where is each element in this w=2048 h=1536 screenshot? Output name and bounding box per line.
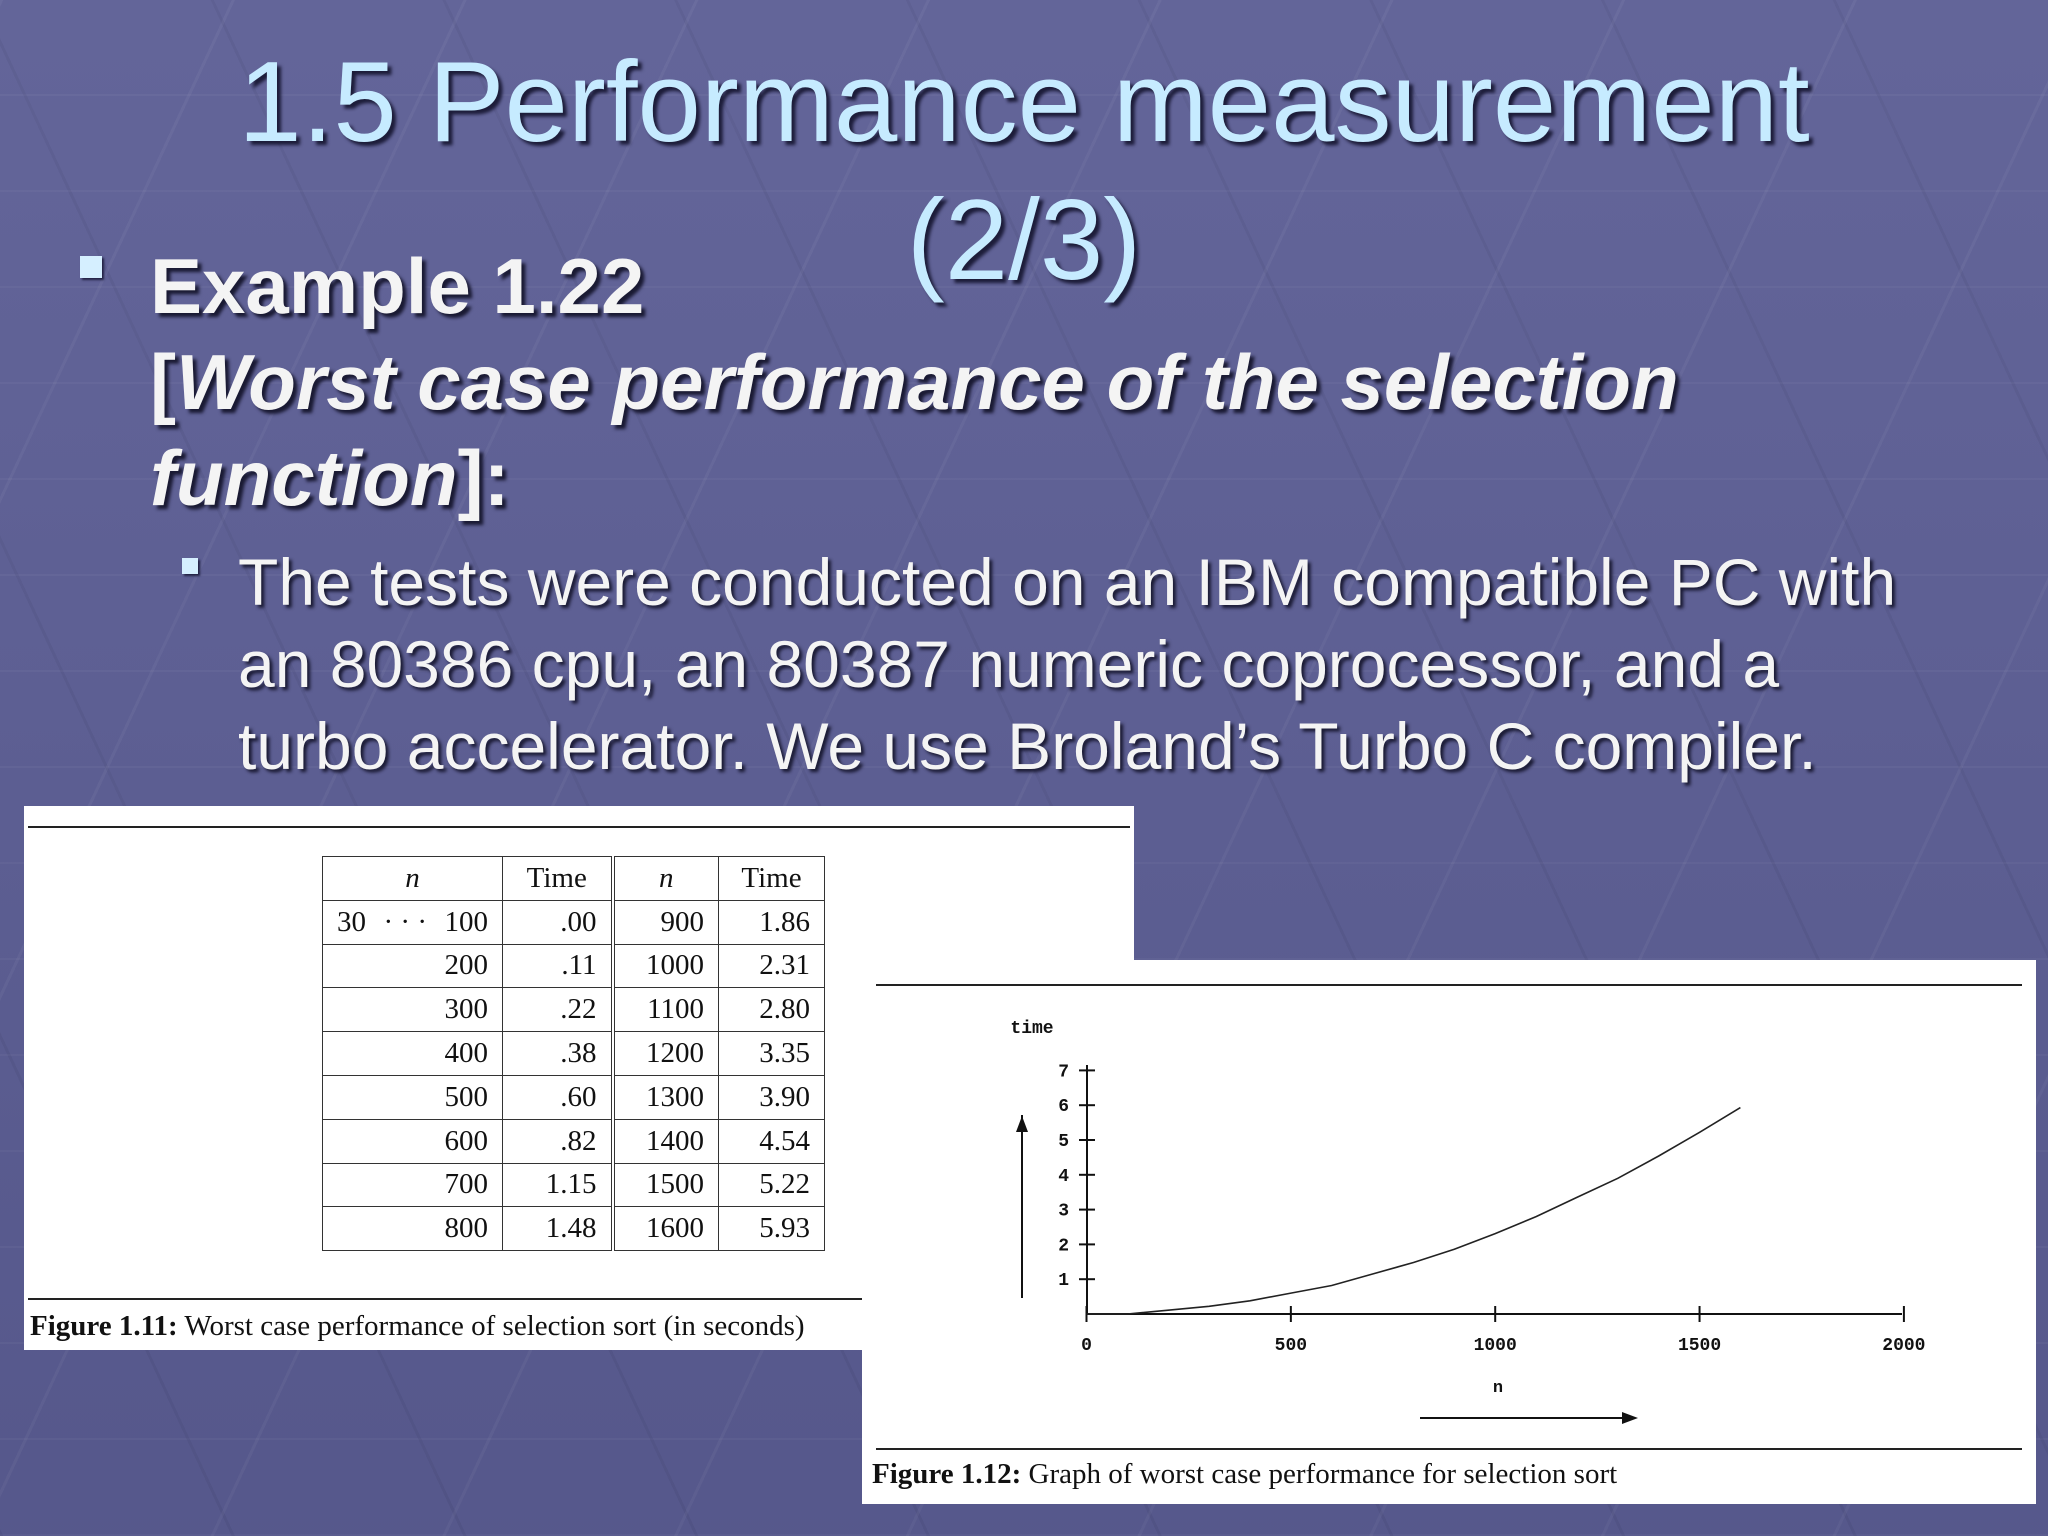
table-cell-time: .60 <box>502 1074 615 1120</box>
table-cell-time: .82 <box>502 1118 615 1164</box>
table-row: 700 1.15 1500 5.22 <box>322 1162 825 1208</box>
table-cell-n-2: 1600 <box>612 1206 719 1252</box>
figure-1-12-caption: Figure 1.12: Graph of worst case perform… <box>872 1458 1618 1490</box>
figure-bottom-rule <box>876 1448 2022 1450</box>
test-details-line-3: turbo accelerator. We use Broland’s Turb… <box>238 709 1817 783</box>
table-cell-time-2: 2.80 <box>718 987 825 1033</box>
table-row: 400 .38 1200 3.35 <box>322 1031 825 1076</box>
y-tick-label: 2 <box>1058 1236 1069 1256</box>
table-cell-n: 30 · · · 100 <box>322 899 503 945</box>
table-header-row: n Time n Time <box>322 856 825 901</box>
table-row: 30 · · · 100 .00 900 1.86 <box>322 899 825 945</box>
figure-1-11-caption: Figure 1.11: Worst case performance of s… <box>30 1310 805 1342</box>
figure-top-rule <box>28 826 1130 828</box>
x-tick-label: 1000 <box>1474 1336 1517 1356</box>
table-row: 600 .82 1400 4.54 <box>322 1118 825 1164</box>
y-tick-label: 7 <box>1058 1062 1069 1082</box>
table-cell-n-2: 900 <box>612 899 719 945</box>
column-header-time: Time <box>502 856 615 901</box>
table-cell-n-2: 1200 <box>612 1031 719 1076</box>
column-header-n-2: n <box>612 856 719 901</box>
example-subtitle-line-2: function]: <box>150 434 510 522</box>
chart-axes <box>1086 1065 1902 1315</box>
y-tick-label: 1 <box>1058 1271 1069 1291</box>
slide-title-line-1: 1.5 Performance measurement <box>238 39 1810 166</box>
table-cell-n: 200 <box>322 943 503 989</box>
slide-title-line-2: (2/3) <box>906 177 1142 304</box>
y-axis-label: time <box>1010 1019 1053 1039</box>
worst-case-graph: time n 0 500 1000 1500 2000 1 2 3 4 5 6 7 <box>1010 1019 1926 1424</box>
x-axis-label: n <box>1493 1379 1503 1398</box>
figure-bottom-rule <box>28 1298 1130 1300</box>
table-cell-time: .11 <box>502 943 615 989</box>
table-cell-time-2: 4.54 <box>718 1118 825 1164</box>
column-header-time-2: Time <box>718 856 825 901</box>
table-cell-time: 1.15 <box>502 1162 615 1208</box>
x-tick-label: 500 <box>1275 1336 1307 1356</box>
x-tick-label: 2000 <box>1882 1336 1925 1356</box>
table-cell-time: .22 <box>502 987 615 1033</box>
y-tick-label: 4 <box>1058 1167 1069 1187</box>
table-cell-time-2: 1.86 <box>718 899 825 945</box>
table-cell-time-2: 5.93 <box>718 1206 825 1252</box>
table-cell-time-2: 3.90 <box>718 1074 825 1120</box>
test-details-line-1: The tests were conducted on an IBM compa… <box>238 545 1897 619</box>
x-tick-label: 0 <box>1081 1336 1092 1356</box>
table-cell-n-2: 1300 <box>612 1074 719 1120</box>
table-cell-n-2: 1100 <box>612 987 719 1033</box>
table-cell-time-2: 3.35 <box>718 1031 825 1076</box>
chart-series <box>1086 1106 1741 1315</box>
x-tick-label: 1500 <box>1678 1336 1721 1356</box>
table-cell-n: 800 <box>322 1206 503 1252</box>
table-row: 500 .60 1300 3.90 <box>322 1074 825 1120</box>
selection-sort-timing-table: n Time n Time 30 · · · 100 .00 900 1.86 … <box>322 856 825 1252</box>
sub-bullet-square-icon <box>182 558 198 574</box>
series-line <box>1086 1106 1741 1315</box>
y-tick-label: 5 <box>1058 1132 1069 1152</box>
table-cell-n-2: 1400 <box>612 1118 719 1164</box>
slide-title: 1.5 Performance measurement (2/3) <box>0 34 2048 310</box>
table-row: 200 .11 1000 2.31 <box>322 943 825 989</box>
figure-1-12-graph-image: time n 0 500 1000 1500 2000 1 2 3 4 5 6 7 Figure 1.… <box>862 960 2036 1504</box>
table-cell-n-2: 1000 <box>612 943 719 989</box>
table-cell-n: 400 <box>322 1031 503 1076</box>
table-cell-time-2: 5.22 <box>718 1162 825 1208</box>
example-bullet: Example 1.22 [Worst case performance of … <box>150 238 1850 526</box>
chart-ticks: 0 500 1000 1500 2000 1 2 3 4 5 6 7 <box>1058 1062 1925 1356</box>
example-subtitle-line-1: [Worst case performance of the selection <box>150 338 1679 426</box>
x-axis-direction-arrow-icon <box>1420 1412 1638 1424</box>
table-cell-time: 1.48 <box>502 1206 615 1252</box>
figure-top-rule <box>876 984 2022 986</box>
table-row: 800 1.48 1600 5.93 <box>322 1206 825 1252</box>
test-details-bullet: The tests were conducted on an IBM compa… <box>238 541 2018 787</box>
column-header-n: n <box>322 856 503 901</box>
table-cell-n: 600 <box>322 1118 503 1164</box>
table-cell-n: 500 <box>322 1074 503 1120</box>
table-cell-time: .38 <box>502 1031 615 1076</box>
table-cell-n: 700 <box>322 1162 503 1208</box>
table-row: 300 .22 1100 2.80 <box>322 987 825 1033</box>
bullet-square-icon <box>80 256 102 278</box>
y-tick-label: 3 <box>1058 1202 1069 1222</box>
table-cell-time: .00 <box>502 899 615 945</box>
table-cell-n: 300 <box>322 987 503 1033</box>
table-cell-n-2: 1500 <box>612 1162 719 1208</box>
table-cell-time-2: 2.31 <box>718 943 825 989</box>
y-tick-label: 6 <box>1058 1097 1069 1117</box>
test-details-line-2: an 80386 cpu, an 80387 numeric coprocess… <box>238 627 1780 701</box>
y-axis-direction-arrow-icon <box>1016 1115 1028 1298</box>
example-heading: Example 1.22 <box>150 242 645 330</box>
